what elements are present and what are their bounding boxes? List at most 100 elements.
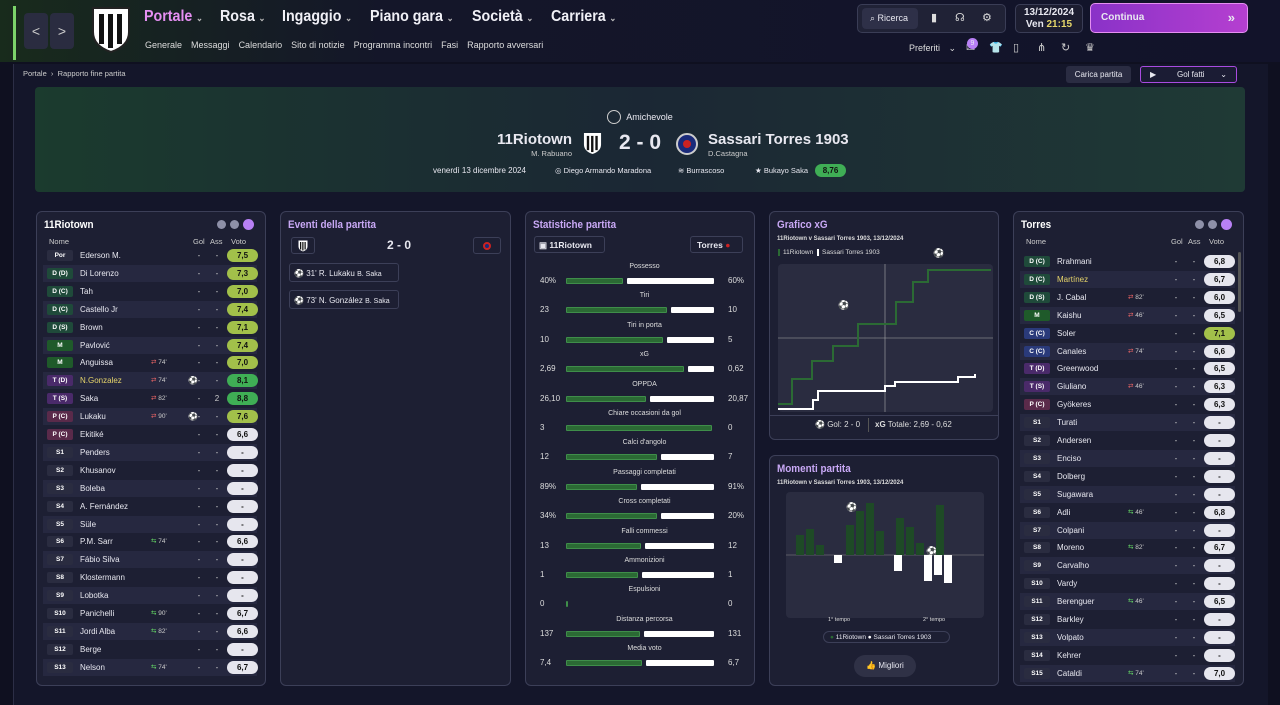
player-row[interactable]: Por Ederson M. - -7,5 <box>43 247 258 264</box>
player-name[interactable]: Colpani <box>1057 525 1085 535</box>
man-of-match[interactable]: ★ Bukayo Saka <box>755 166 808 175</box>
player-name[interactable]: Moreno <box>1057 543 1085 553</box>
player-row[interactable]: D (D) Di Lorenzo - -7,3 <box>43 264 258 282</box>
continue-button[interactable]: Continua » <box>1090 3 1248 33</box>
player-name[interactable]: Turati <box>1057 418 1078 428</box>
load-match-button[interactable]: Carica partita <box>1066 66 1131 83</box>
subnav-item[interactable]: Sito di notizie <box>291 40 345 50</box>
col-name[interactable]: Nome <box>49 237 70 246</box>
player-row[interactable]: T (D) N.Gonzalez ⇄ 74' ⚽ - -8,1 <box>43 372 258 390</box>
player-name[interactable]: Canales <box>1057 346 1087 356</box>
player-row[interactable]: P (C) Gyökeres - -6,3 <box>1020 396 1235 413</box>
player-row[interactable]: S4 A. Fernández - - - <box>43 498 258 515</box>
player-name[interactable]: N.Gonzalez <box>80 376 122 386</box>
player-row[interactable]: M Kaishu ⇄ 46' - -6,5 <box>1020 306 1235 324</box>
subnav-item[interactable]: Calendario <box>238 40 283 50</box>
trophy-icon[interactable]: ♛ <box>1085 42 1095 54</box>
forward-button[interactable]: > <box>50 13 74 49</box>
subnav-item[interactable]: Messaggi <box>191 40 230 50</box>
player-row[interactable]: C (C) Canales ⇄ 74' - -6,6 <box>1020 342 1235 360</box>
subnav-item[interactable]: Generale <box>145 40 183 50</box>
player-row[interactable]: S13 Volpato - - - <box>1020 628 1235 646</box>
player-name[interactable]: Volpato <box>1057 632 1084 642</box>
player-row[interactable]: S7 Fábio Silva - - - <box>43 551 258 569</box>
player-row[interactable]: S11 Berenguer ⇆ 46' - -6,5 <box>1020 593 1235 611</box>
col-voto[interactable]: Voto <box>231 237 247 246</box>
nav-item-2[interactable]: Ingaggio ⌄ <box>282 8 352 26</box>
panel-view-toggle[interactable] <box>1195 219 1232 230</box>
stats-home-tab[interactable]: ▣ 11Riotown <box>534 236 605 253</box>
player-name[interactable]: Lobotka <box>80 591 109 601</box>
brain-icon[interactable]: ☊ <box>955 12 965 24</box>
player-row[interactable]: S2 Andersen - - - <box>1020 432 1235 449</box>
view-dot[interactable] <box>1208 220 1217 229</box>
player-name[interactable]: Barkley <box>1057 615 1084 624</box>
player-name[interactable]: Anguissa <box>80 358 113 368</box>
player-name[interactable]: Vardy <box>1057 579 1078 589</box>
player-name[interactable]: Cataldi <box>1057 668 1082 678</box>
player-row[interactable]: M Anguissa ⇄ 74' - -7,0 <box>43 354 258 371</box>
player-row[interactable]: C (C) Soler - -7,1 <box>1020 325 1235 342</box>
gear-icon[interactable]: ⚙ <box>982 12 992 24</box>
player-row[interactable]: D (S) Brown - -7,1 <box>43 319 258 336</box>
goals-button[interactable]: ▶ Gol fatti ⌄ <box>1140 66 1237 83</box>
player-name[interactable]: P.M. Sarr <box>80 537 113 547</box>
player-name[interactable]: Ederson M. <box>80 251 121 260</box>
player-row[interactable]: S7 Colpani - - - <box>1020 521 1235 539</box>
player-row[interactable]: S15 Cataldi ⇆ 74' - -7,0 <box>1020 664 1235 682</box>
player-row[interactable]: S6 P.M. Sarr ⇆ 74' - -6,6 <box>43 533 258 550</box>
player-row[interactable]: M Pavlović - -7,4 <box>43 336 258 354</box>
player-row[interactable]: S1 Penders - - - <box>43 443 258 461</box>
nav-item-0[interactable]: Portale ⌄ <box>144 8 203 26</box>
player-row[interactable]: T (S) Giuliano ⇄ 46' - -6,3 <box>1020 378 1235 396</box>
player-name[interactable]: Greenwood <box>1057 364 1099 374</box>
nav-item-1[interactable]: Rosa ⌄ <box>220 8 265 26</box>
player-name[interactable]: J. Cabal <box>1057 292 1087 302</box>
player-name[interactable]: Rrahmani <box>1057 257 1092 266</box>
player-row[interactable]: P (C) Lukaku ⇄ 90' ⚽ - -7,6 <box>43 408 258 426</box>
view-dot[interactable] <box>1195 220 1204 229</box>
refresh-icon[interactable]: ↻ <box>1061 42 1071 54</box>
breadcrumb-portale[interactable]: Portale <box>23 69 47 78</box>
player-row[interactable]: S8 Moreno ⇆ 82' - -6,7 <box>1020 539 1235 556</box>
nav-item-5[interactable]: Carriera ⌄ <box>551 8 616 26</box>
nav-item-4[interactable]: Società ⌄ <box>472 8 533 26</box>
player-row[interactable]: S5 Sugawara - - - <box>1020 485 1235 503</box>
player-name[interactable]: Adli <box>1057 507 1071 517</box>
player-row[interactable]: S12 Barkley - - - <box>1020 611 1235 628</box>
player-name[interactable]: Andersen <box>1057 436 1092 445</box>
player-row[interactable]: P (C) Ekitiké - -6,6 <box>43 426 258 443</box>
player-name[interactable]: Castello Jr <box>80 304 118 314</box>
col-gol[interactable]: Gol <box>193 237 205 246</box>
goal-event[interactable]: ⚽ 31' R. Lukaku B. Saka <box>289 263 399 282</box>
player-row[interactable]: S8 Klostermann - - - <box>43 569 258 586</box>
player-name[interactable]: Khusanov <box>80 465 116 475</box>
tactics-icon[interactable]: ⋔ <box>1037 42 1047 54</box>
player-name[interactable]: Panichelli <box>80 609 115 618</box>
player-row[interactable]: D (C) Martínez - -6,7 <box>1020 270 1235 288</box>
subnav-item[interactable]: Rapporto avversari <box>467 40 544 50</box>
view-dot-active[interactable] <box>1221 219 1232 230</box>
player-name[interactable]: Pavlović <box>80 340 110 350</box>
nav-item-3[interactable]: Piano gara ⌄ <box>370 8 454 26</box>
player-name[interactable]: Fábio Silva <box>80 555 120 565</box>
player-name[interactable]: Enciso <box>1057 453 1082 463</box>
player-row[interactable]: S3 Enciso - - - <box>1020 449 1235 467</box>
player-name[interactable]: A. Fernández <box>80 501 129 511</box>
player-row[interactable]: S3 Boleba - - - <box>43 479 258 497</box>
panel-view-toggle[interactable] <box>217 219 254 230</box>
player-row[interactable]: D (C) Rrahmani - -6,8 <box>1020 253 1235 270</box>
player-name[interactable]: Kaishu <box>1057 310 1082 320</box>
best-button[interactable]: 👍 Migliori <box>854 655 916 677</box>
player-name[interactable]: Brown <box>80 322 103 332</box>
col-name[interactable]: Nome <box>1026 237 1047 246</box>
player-name[interactable]: Dolberg <box>1057 471 1086 481</box>
favorites-menu[interactable]: Preferiti ⌄ <box>909 43 956 54</box>
home-team-name[interactable]: 11Riotown <box>496 131 572 148</box>
player-row[interactable]: S13 Nelson ⇆ 74' - -6,7 <box>43 658 258 676</box>
player-row[interactable]: D (C) Tah - -7,0 <box>43 283 258 300</box>
shirt-icon[interactable]: 👕 <box>989 42 1003 54</box>
player-name[interactable]: Saka <box>80 394 99 404</box>
player-row[interactable]: S1 Turati - - - <box>1020 414 1235 432</box>
player-name[interactable]: Carvalho <box>1057 561 1090 571</box>
